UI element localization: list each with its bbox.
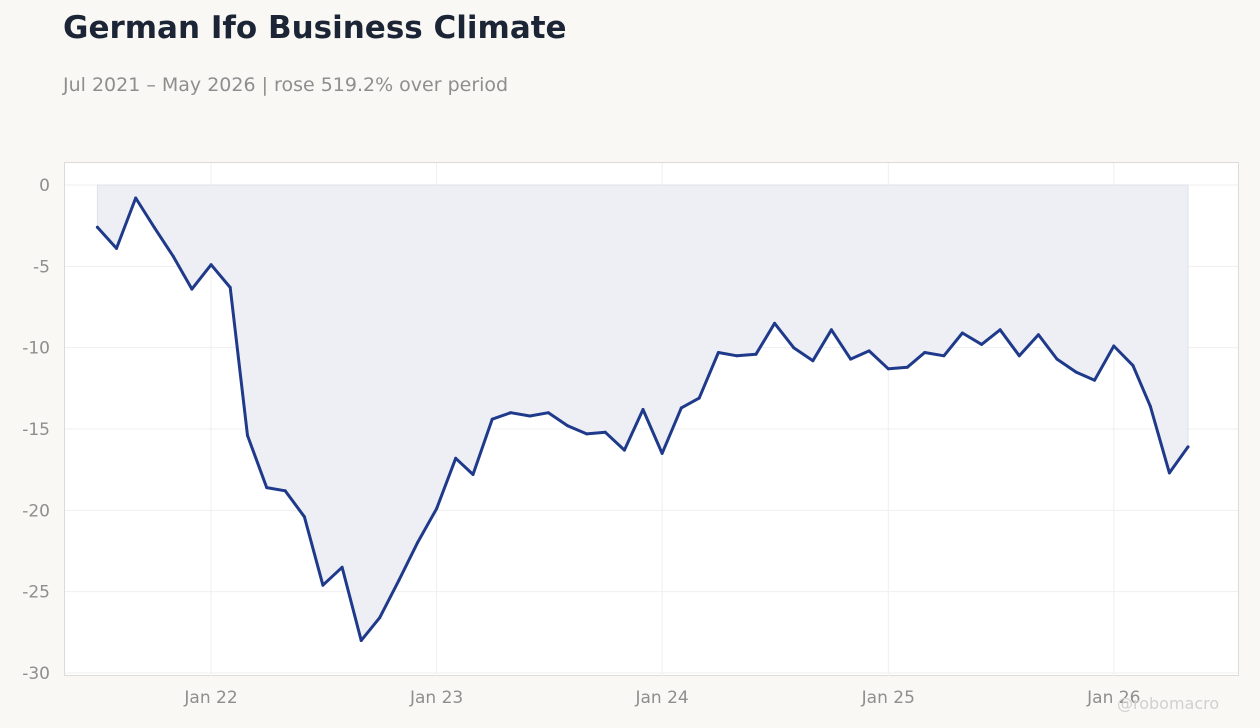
data-point: [415, 541, 419, 545]
x-tick-label: Jan 23: [409, 688, 463, 708]
data-point: [1167, 471, 1171, 475]
data-point: [209, 263, 213, 267]
chart-title: German Ifo Business Climate: [63, 10, 567, 46]
data-point: [735, 354, 739, 358]
data-point: [1131, 364, 1135, 368]
chart-subtitle: Jul 2021 – May 2026 | rose 519.2% over p…: [63, 74, 509, 96]
y-tick-label: -5: [33, 257, 50, 277]
data-point: [754, 352, 758, 356]
x-tick-label: Jan 24: [634, 688, 688, 708]
data-point: [359, 639, 363, 642]
data-point: [528, 414, 532, 418]
data-point: [697, 396, 701, 400]
y-axis: 0 -5 -10 -15 -20 -25 -30: [22, 176, 50, 684]
data-point: [152, 225, 156, 229]
data-point: [622, 448, 626, 452]
data-point: [1074, 370, 1078, 374]
data-point: [829, 328, 833, 332]
data-point: [773, 321, 777, 325]
data-point: [905, 365, 909, 369]
data-point: [998, 328, 1002, 332]
data-point: [509, 411, 513, 415]
data-point: [228, 286, 232, 289]
data-point: [867, 349, 871, 353]
data-point: [171, 255, 175, 259]
y-tick-label: 0: [39, 176, 50, 196]
data-point: [849, 357, 853, 361]
y-tick-label: -25: [22, 583, 50, 603]
data-point: [378, 616, 382, 620]
data-point: [340, 565, 344, 569]
data-point: [716, 351, 720, 354]
data-point: [679, 406, 683, 410]
data-point: [435, 507, 439, 511]
data-points: [95, 196, 1190, 642]
data-point: [1055, 357, 1059, 361]
data-point: [190, 287, 194, 291]
data-point: [942, 354, 946, 358]
x-tick-label: Jan 25: [861, 688, 915, 708]
y-tick-label: -10: [22, 339, 50, 359]
data-point: [265, 486, 269, 490]
data-point: [246, 434, 249, 437]
data-point: [1186, 445, 1190, 449]
data-point: [454, 456, 458, 460]
data-point: [886, 367, 890, 371]
data-point: [641, 408, 645, 411]
data-point: [302, 515, 306, 519]
data-point: [660, 451, 664, 455]
data-point: [1017, 354, 1021, 358]
data-point: [490, 417, 494, 421]
watermark: @robomacro: [1117, 694, 1220, 713]
x-axis: Jan 22 Jan 23 Jan 24 Jan 25 Jan 26: [183, 688, 1140, 708]
data-point: [1112, 344, 1116, 348]
data-point: [960, 331, 964, 335]
data-point: [283, 489, 287, 493]
data-point: [603, 430, 607, 434]
data-point: [546, 411, 550, 415]
data-point: [397, 578, 401, 582]
data-point: [923, 351, 927, 354]
y-tick-label: -15: [22, 420, 50, 440]
y-tick-label: -30: [22, 664, 50, 684]
data-point: [811, 359, 815, 363]
data-point: [1036, 333, 1040, 337]
y-tick-label: -20: [22, 501, 50, 521]
data-point: [471, 473, 475, 476]
data-point: [1148, 404, 1152, 408]
x-tick-label: Jan 22: [183, 688, 237, 708]
data-point: [1093, 378, 1097, 382]
data-point: [321, 583, 325, 587]
data-point: [566, 424, 570, 428]
data-point: [792, 346, 796, 350]
data-point: [115, 246, 118, 250]
x-tick-label: Jan 26: [1086, 688, 1140, 708]
data-point: [95, 225, 99, 229]
data-point: [980, 342, 984, 346]
data-point: [134, 196, 138, 200]
data-point: [585, 432, 589, 436]
